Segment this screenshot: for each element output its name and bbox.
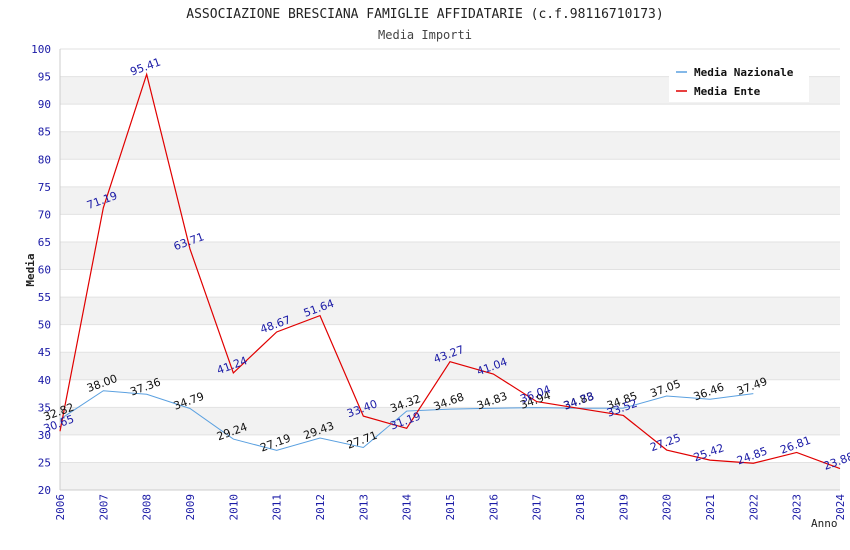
y-tick-label: 90 bbox=[38, 98, 51, 111]
x-tick-label: 2006 bbox=[54, 494, 67, 521]
x-tick-label: 2019 bbox=[617, 494, 630, 521]
chart-subtitle: Media Importi bbox=[378, 28, 472, 42]
chart-title: ASSOCIAZIONE BRESCIANA FAMIGLIE AFFIDATA… bbox=[186, 7, 663, 22]
y-tick-label: 100 bbox=[31, 43, 51, 56]
y-tick-label: 35 bbox=[38, 401, 51, 414]
grid-band bbox=[60, 324, 840, 353]
x-tick-label: 2013 bbox=[357, 494, 370, 521]
y-tick-label: 40 bbox=[38, 374, 51, 387]
x-tick-label: 2009 bbox=[184, 494, 197, 521]
legend-label: Media Nazionale bbox=[694, 66, 794, 79]
grid-band bbox=[60, 214, 840, 242]
x-tick-label: 2016 bbox=[487, 494, 500, 520]
grid-band bbox=[60, 352, 840, 380]
grid-band bbox=[60, 434, 840, 463]
y-tick-label: 80 bbox=[38, 153, 51, 166]
x-axis-ticks: 2006 2007 2008 2009 2010 2011 2012 2013 2014 2015… bbox=[54, 494, 847, 521]
series-layer bbox=[59, 72, 841, 470]
grid-band bbox=[60, 269, 840, 298]
y-tick-label: 60 bbox=[38, 264, 51, 277]
y-tick-label: 50 bbox=[38, 319, 51, 332]
series-line-media-ente bbox=[59, 72, 841, 470]
legend-label: Media Ente bbox=[694, 85, 761, 98]
x-tick-label: 2012 bbox=[314, 494, 327, 521]
x-tick-label: 2014 bbox=[401, 494, 414, 521]
x-tick-label: 2022 bbox=[747, 494, 760, 521]
x-tick-label: 2018 bbox=[574, 494, 587, 521]
x-axis-title: Anno bbox=[811, 517, 838, 530]
x-tick-label: 2015 bbox=[444, 494, 457, 521]
y-axis-title: Media bbox=[24, 253, 37, 286]
grid-band bbox=[60, 379, 840, 408]
x-tick-label: 2023 bbox=[791, 494, 804, 521]
y-axis-ticks: 20 25 30 35 40 45 50 55 60 65 70 75 80 85 90 95 100 bbox=[31, 43, 51, 497]
x-tick-label: 2010 bbox=[227, 494, 240, 521]
grid-band bbox=[60, 462, 840, 490]
y-tick-label: 70 bbox=[38, 208, 51, 221]
grid-band bbox=[60, 297, 840, 325]
y-tick-label: 55 bbox=[38, 291, 51, 304]
x-tick-label: 2011 bbox=[271, 494, 284, 521]
y-tick-label: 45 bbox=[38, 346, 51, 359]
x-tick-label: 2024 bbox=[834, 494, 847, 521]
x-tick-label: 2021 bbox=[704, 494, 717, 521]
x-tick-label: 2008 bbox=[141, 494, 154, 521]
x-tick-label: 2017 bbox=[531, 494, 544, 521]
y-tick-label: 75 bbox=[38, 181, 51, 194]
grid-band bbox=[60, 241, 840, 270]
grid-band bbox=[60, 159, 840, 187]
y-tick-label: 20 bbox=[38, 484, 51, 497]
x-tick-label: 2020 bbox=[661, 494, 674, 521]
grid-band bbox=[60, 186, 840, 215]
y-tick-label: 25 bbox=[38, 456, 51, 469]
y-tick-label: 85 bbox=[38, 126, 51, 139]
x-tick-label: 2007 bbox=[97, 494, 110, 521]
legend-box bbox=[669, 60, 809, 102]
grid-band bbox=[60, 104, 840, 132]
grid-band bbox=[60, 407, 840, 435]
series-line-media-nazionale bbox=[59, 390, 754, 451]
grid-band bbox=[60, 131, 840, 160]
plot-background bbox=[59, 48, 840, 491]
y-tick-label: 65 bbox=[38, 236, 51, 249]
y-tick-label: 30 bbox=[38, 429, 51, 442]
y-tick-label: 95 bbox=[38, 71, 51, 84]
legend: Media Nazionale Media Ente bbox=[669, 60, 809, 102]
